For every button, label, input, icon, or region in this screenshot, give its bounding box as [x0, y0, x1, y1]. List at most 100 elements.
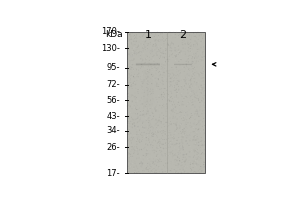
Point	[195, 72, 200, 75]
Point	[137, 88, 142, 91]
Point	[155, 88, 160, 92]
Point	[191, 116, 196, 120]
Point	[197, 105, 202, 108]
Point	[168, 44, 172, 47]
Point	[129, 133, 134, 136]
Point	[152, 133, 156, 136]
Point	[129, 116, 134, 119]
Point	[163, 152, 167, 155]
Point	[169, 123, 174, 126]
Point	[152, 106, 157, 109]
Point	[161, 103, 166, 106]
Point	[200, 102, 205, 106]
Point	[151, 112, 155, 115]
Point	[184, 166, 189, 170]
Point	[173, 61, 178, 64]
Point	[136, 88, 140, 91]
Point	[141, 154, 146, 157]
Point	[189, 168, 194, 171]
Point	[159, 102, 164, 105]
Point	[188, 50, 193, 53]
Point	[178, 130, 183, 133]
Point	[143, 61, 148, 64]
Point	[130, 113, 134, 116]
Point	[161, 114, 166, 118]
Point	[199, 166, 204, 169]
Point	[202, 89, 207, 92]
Point	[129, 71, 134, 74]
Point	[164, 147, 168, 150]
Point	[165, 85, 170, 88]
Point	[142, 137, 147, 140]
Point	[195, 93, 200, 96]
Point	[169, 80, 174, 83]
Point	[184, 163, 189, 166]
Point	[168, 77, 172, 80]
Point	[194, 51, 199, 54]
Point	[192, 92, 197, 95]
Point	[165, 42, 170, 45]
Point	[146, 95, 150, 98]
Point	[143, 45, 148, 48]
Point	[168, 68, 172, 72]
Point	[202, 144, 206, 147]
Point	[174, 124, 179, 127]
Point	[181, 99, 186, 102]
Point	[172, 47, 176, 50]
Point	[197, 55, 202, 58]
Point	[134, 79, 139, 82]
Point	[174, 54, 178, 57]
Point	[164, 148, 169, 152]
Point	[164, 115, 169, 119]
Point	[183, 156, 188, 159]
Point	[173, 171, 178, 174]
Point	[167, 53, 172, 56]
Point	[182, 124, 187, 127]
Point	[135, 99, 140, 102]
Point	[202, 72, 207, 75]
Point	[172, 49, 177, 53]
Point	[160, 143, 164, 146]
Point	[172, 51, 177, 54]
Point	[174, 77, 178, 80]
Point	[179, 161, 184, 164]
Text: 34-: 34-	[106, 126, 120, 135]
Point	[140, 92, 144, 95]
Point	[148, 144, 153, 147]
Point	[127, 167, 132, 170]
Point	[146, 36, 151, 40]
Point	[144, 39, 149, 42]
Point	[158, 158, 163, 161]
Point	[149, 31, 154, 34]
Point	[193, 138, 197, 141]
Point	[148, 126, 153, 129]
Point	[190, 53, 195, 57]
Point	[177, 159, 182, 163]
Point	[151, 165, 155, 169]
Point	[197, 171, 202, 175]
Point	[140, 43, 144, 47]
Point	[174, 65, 178, 69]
Point	[163, 162, 167, 165]
Point	[187, 155, 191, 159]
Point	[200, 147, 205, 150]
Point	[143, 163, 148, 166]
Point	[127, 76, 131, 79]
Point	[142, 78, 146, 82]
Point	[174, 140, 178, 143]
Point	[144, 132, 149, 135]
Point	[129, 145, 134, 148]
Point	[131, 75, 136, 78]
Point	[185, 142, 190, 146]
Point	[140, 62, 145, 65]
Point	[200, 144, 204, 147]
Point	[153, 83, 158, 86]
Point	[175, 83, 179, 86]
Point	[128, 78, 132, 81]
Point	[167, 133, 171, 136]
Point	[151, 128, 156, 131]
Point	[126, 116, 130, 119]
Point	[150, 141, 154, 144]
Point	[136, 51, 141, 54]
Point	[180, 41, 184, 44]
